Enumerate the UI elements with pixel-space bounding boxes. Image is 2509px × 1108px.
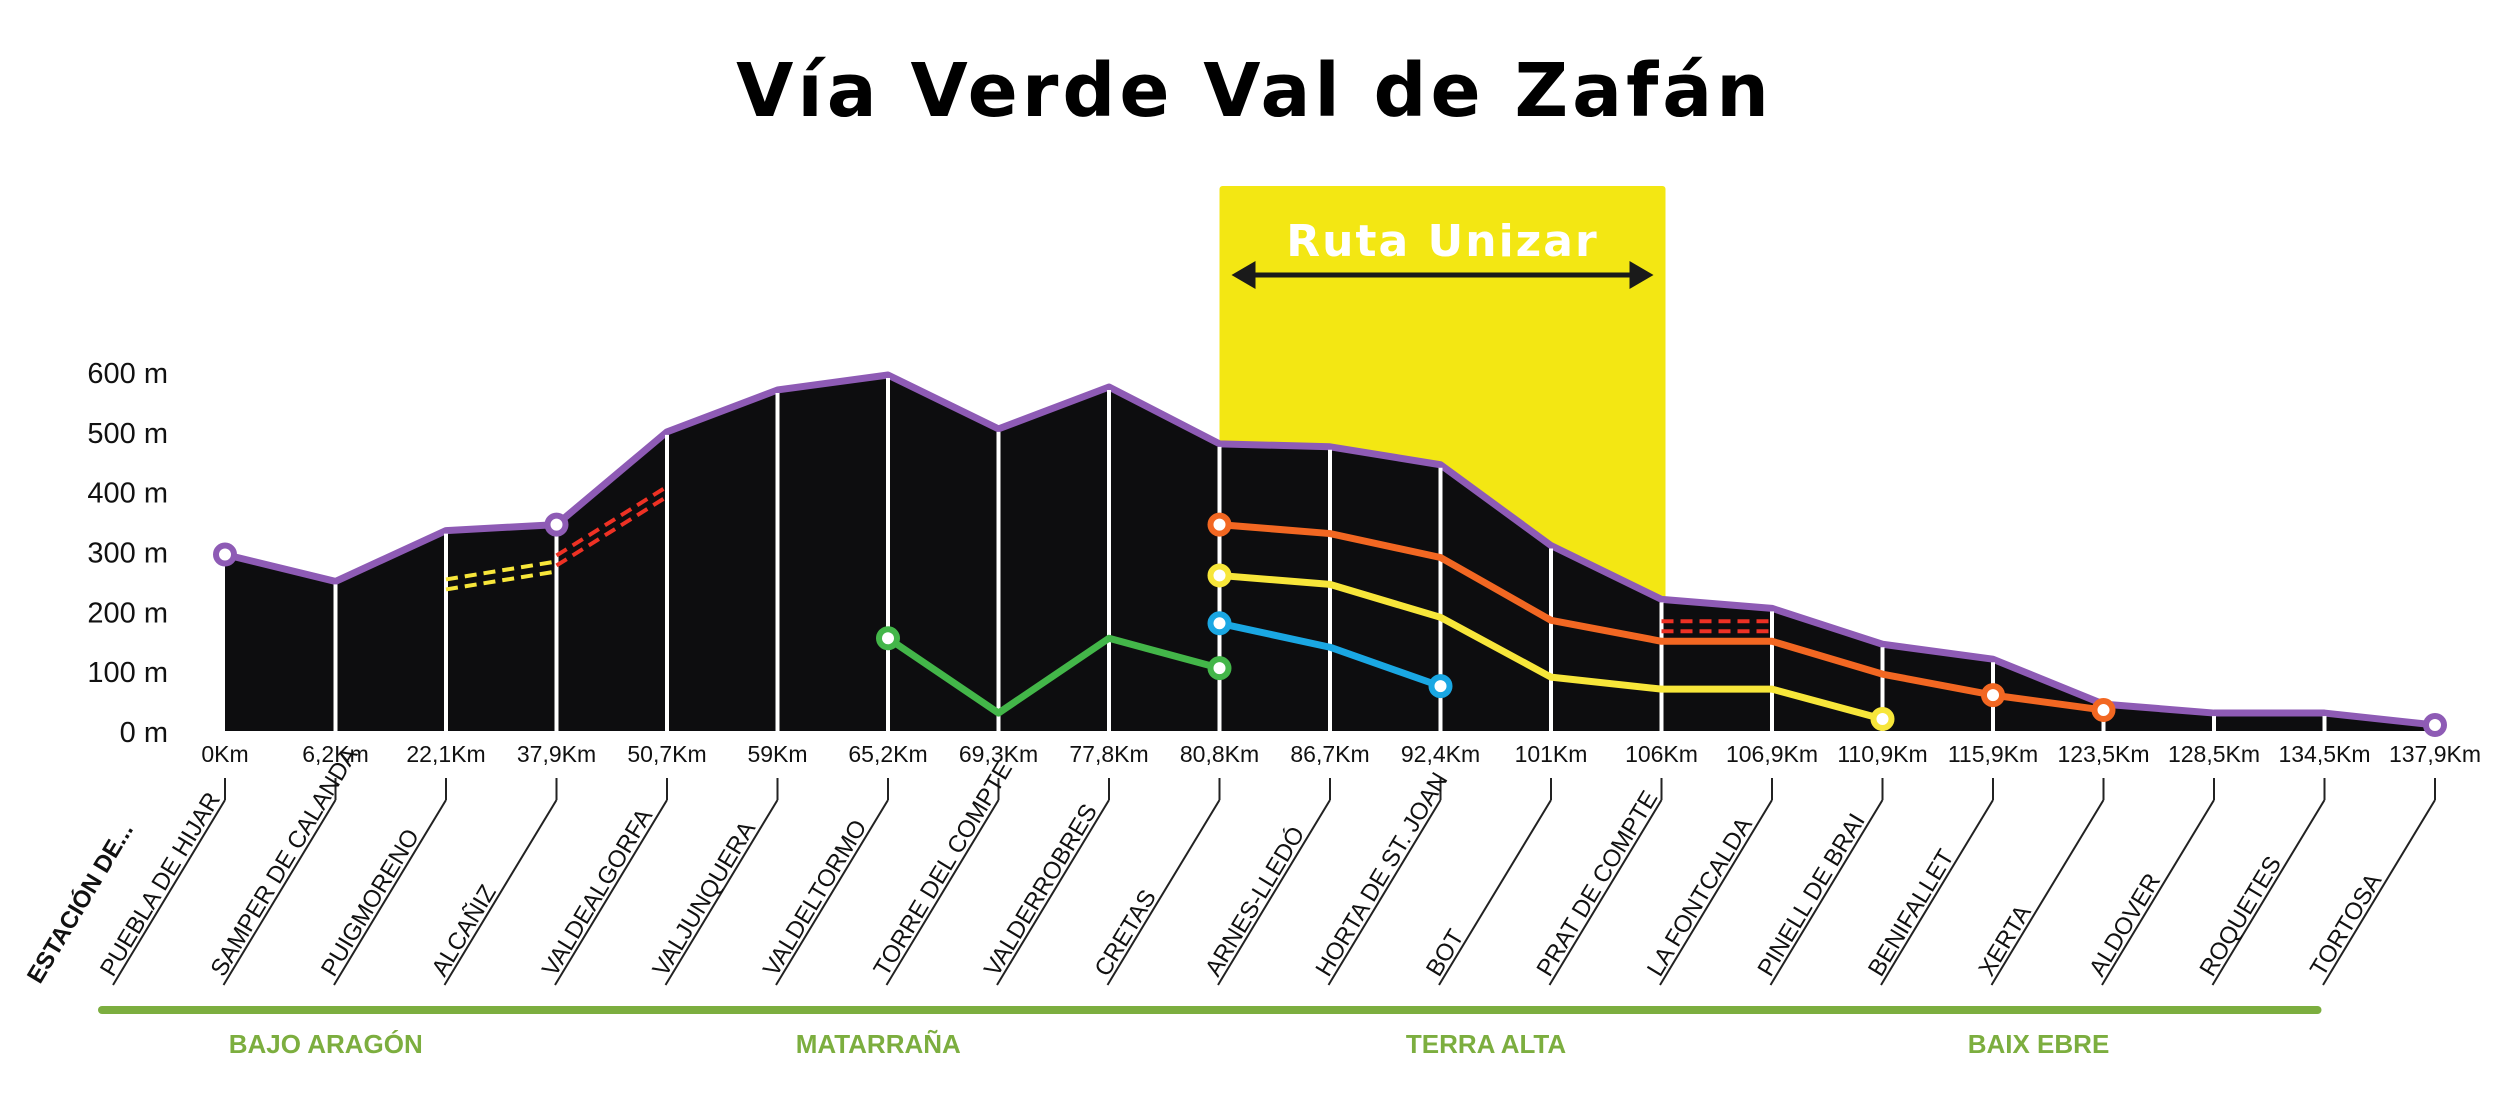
station-leader xyxy=(1217,799,1331,986)
station-leader xyxy=(996,799,1110,986)
station-name: ALDOVER xyxy=(2084,869,2166,981)
station-leader xyxy=(775,799,889,986)
station-marker xyxy=(1207,563,1232,588)
station-name: BENIFALLET xyxy=(1863,845,1960,982)
route-line xyxy=(884,634,1223,717)
route-line xyxy=(1216,571,1886,723)
x-tick-label: 106,9Km xyxy=(1726,741,1818,767)
x-tick-label: 59Km xyxy=(747,741,807,767)
station-leader xyxy=(1659,799,1773,986)
x-tick-label: 86,7Km xyxy=(1290,741,1369,767)
y-tick-label: 100 m xyxy=(87,657,168,689)
y-tick-label: 400 m xyxy=(87,478,168,510)
station-name: VALJUNQUERA xyxy=(647,817,761,981)
station-name: ARNES-LLEDÓ xyxy=(1200,822,1310,981)
route-arrow-right-icon xyxy=(1629,261,1654,289)
station-name: ALCAÑIZ xyxy=(426,880,501,981)
station-marker xyxy=(544,512,569,537)
station-leader xyxy=(333,799,447,986)
station-marker xyxy=(876,626,900,651)
station-marker xyxy=(2091,698,2116,723)
region-label: BAJO ARAGÓN xyxy=(229,1029,423,1059)
x-tick-label: 0Km xyxy=(201,741,248,767)
station-leader xyxy=(1327,799,1442,986)
x-tick-label: 92,4Km xyxy=(1401,741,1480,767)
station-leader xyxy=(1880,799,1994,986)
x-tick-label: 123,5Km xyxy=(2057,741,2149,767)
station-name: LA FONTCALDA xyxy=(1642,813,1758,981)
route-arrow-left-icon xyxy=(1231,261,1256,289)
station-leader xyxy=(443,799,558,986)
station-name: BOT xyxy=(1421,925,1470,981)
station-leader xyxy=(1990,799,2105,986)
station-leader xyxy=(1106,799,1221,986)
y-tick-label: 0 m xyxy=(120,717,168,749)
station-name: XERTA xyxy=(1973,900,2036,981)
station-marker xyxy=(1207,656,1232,681)
station-name: VALDELTORMO xyxy=(758,815,872,981)
dashed-route-line xyxy=(555,484,669,558)
x-tick-label: 22,1Km xyxy=(406,741,485,767)
station-name: CRETAS xyxy=(1089,885,1161,981)
x-tick-label: 137,9Km xyxy=(2389,741,2481,767)
station-leader xyxy=(2322,799,2436,986)
x-tick-label: 37,9Km xyxy=(517,741,596,767)
station-name: PRAT DE COMPTE xyxy=(1531,786,1663,981)
station-leader xyxy=(664,799,779,986)
station-leader xyxy=(1548,799,1663,986)
route-highlight-label: Ruta Unizar xyxy=(1286,216,1598,267)
station-name: ROQUETES xyxy=(2194,852,2287,981)
station-marker xyxy=(1207,611,1232,636)
station-leader xyxy=(2211,799,2326,986)
station-marker xyxy=(213,542,237,567)
x-tick-label: 115,9Km xyxy=(1948,741,2038,767)
region-label: MATARRAÑA xyxy=(796,1029,961,1059)
station-leader xyxy=(2101,799,2215,986)
y-tick-label: 300 m xyxy=(87,538,168,570)
region-label: TERRA ALTA xyxy=(1406,1029,1567,1059)
x-tick-label: 106Km xyxy=(1625,741,1698,767)
region-label: BAIX EBRE xyxy=(1968,1029,2110,1059)
x-tick-label: 6,2Km xyxy=(302,741,368,767)
station-name: PINELL DE BRAI xyxy=(1752,809,1870,981)
dashed-route-line xyxy=(555,494,669,568)
station-leader xyxy=(222,799,337,986)
station-leader xyxy=(1769,799,1884,986)
y-tick-label: 200 m xyxy=(87,597,168,629)
chart-title: Vía Verde Val de Zafán xyxy=(736,48,1773,134)
station-leader xyxy=(112,799,226,986)
x-tick-label: 101Km xyxy=(1515,741,1588,767)
elevation-outline xyxy=(221,371,2439,729)
x-tick-label: 77,8Km xyxy=(1069,741,1148,767)
station-marker xyxy=(1870,707,1895,732)
x-tick-label: 110,9Km xyxy=(1837,741,1927,767)
station-marker xyxy=(1207,512,1232,537)
station-marker xyxy=(2423,713,2447,738)
y-tick-label: 500 m xyxy=(87,418,168,450)
station-marker xyxy=(1428,674,1453,699)
route-line xyxy=(1216,619,1444,690)
x-tick-label: 69,3Km xyxy=(959,741,1038,767)
x-tick-label: 128,5Km xyxy=(2168,741,2260,767)
station-leader xyxy=(554,799,668,986)
station-name: VALDEALGORFA xyxy=(537,804,658,981)
route-line xyxy=(1216,521,2107,714)
x-tick-label: 134,5Km xyxy=(2278,741,2370,767)
station-name: PUEBLA DE HIJAR xyxy=(95,788,226,981)
station-name: TORTOSA xyxy=(2305,869,2387,981)
y-tick-label: 600 m xyxy=(87,358,168,390)
station-name: PUIGMORENO xyxy=(316,824,425,981)
station-leader xyxy=(1438,799,1552,986)
x-tick-label: 65,2Km xyxy=(848,741,927,767)
x-tick-label: 80,8Km xyxy=(1180,741,1259,767)
x-tick-label: 50,7Km xyxy=(627,741,706,767)
station-marker xyxy=(1981,683,2005,708)
station-leader xyxy=(885,799,1000,986)
station-name: VALDERROBRES xyxy=(979,800,1103,982)
